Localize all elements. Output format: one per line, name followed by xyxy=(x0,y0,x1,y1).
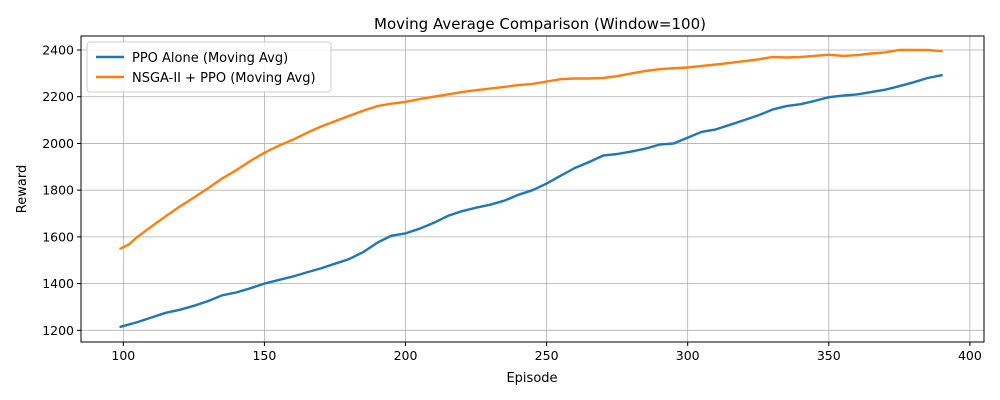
ppo-alone-line xyxy=(119,74,943,328)
y-tick-label: 2200 xyxy=(42,89,74,104)
plot-frame xyxy=(80,35,985,343)
y-tick-label: 1600 xyxy=(42,229,74,244)
x-tick-label: 300 xyxy=(676,348,700,363)
legend: PPO Alone (Moving Avg) NSGA-II + PPO (Mo… xyxy=(86,41,332,93)
x-tick-label: 100 xyxy=(111,348,135,363)
nsga-ppo-line xyxy=(119,48,943,250)
chart-title: Moving Average Comparison (Window=100) xyxy=(374,15,706,33)
y-tick-label: 2000 xyxy=(42,136,74,151)
y-tick-label: 1200 xyxy=(42,323,74,338)
x-axis-ticks: 100 150 200 250 300 350 400 xyxy=(111,342,982,363)
legend-box xyxy=(86,41,332,93)
x-axis-label: Episode xyxy=(506,371,557,386)
legend-label-ppo: PPO Alone (Moving Avg) xyxy=(132,51,288,66)
x-tick-label: 250 xyxy=(535,348,559,363)
x-tick-label: 350 xyxy=(817,348,841,363)
y-tick-label: 1400 xyxy=(42,276,74,291)
legend-label-nsga: NSGA-II + PPO (Moving Avg) xyxy=(132,71,316,86)
series-layer xyxy=(119,48,943,328)
y-tick-label: 2400 xyxy=(42,43,74,58)
y-axis-label: Reward xyxy=(15,165,30,213)
y-axis-ticks: 1200 1400 1600 1800 2000 2200 2400 xyxy=(42,43,81,338)
y-tick-label: 1800 xyxy=(42,183,74,198)
x-tick-label: 400 xyxy=(958,348,982,363)
x-tick-label: 150 xyxy=(252,348,276,363)
x-tick-label: 200 xyxy=(394,348,418,363)
